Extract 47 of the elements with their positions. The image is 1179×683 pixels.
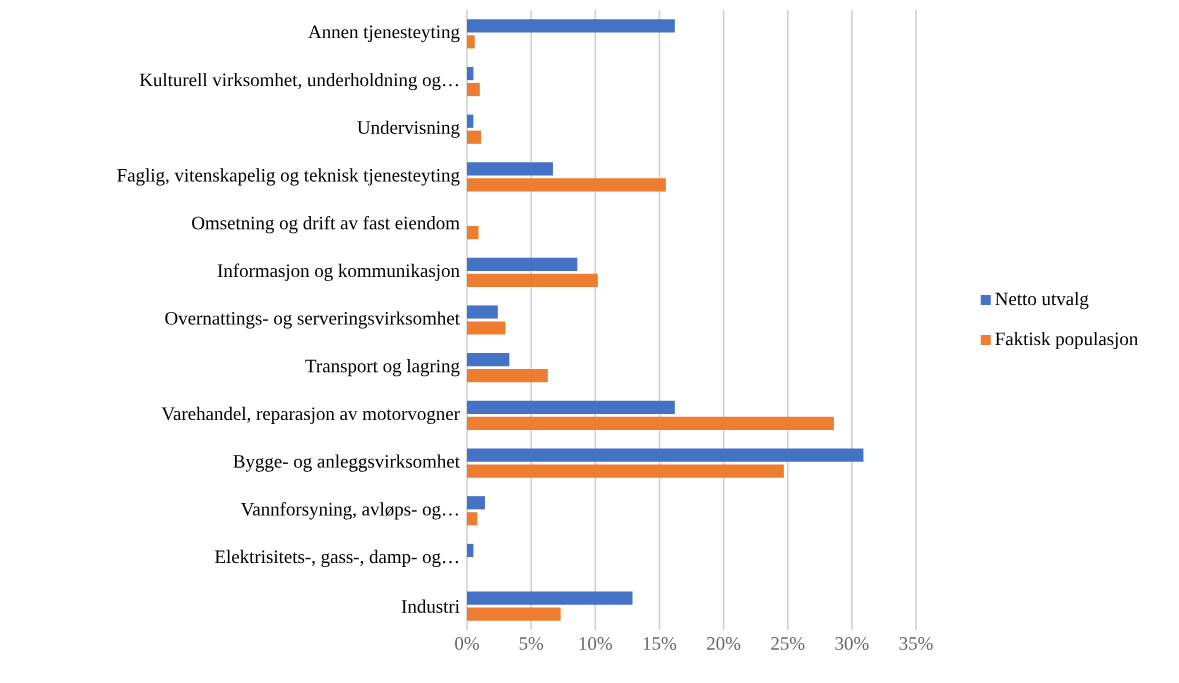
bar [467,35,475,49]
bar [467,400,675,414]
bar [467,162,553,176]
x-tick-label: 25% [771,637,805,650]
bar [467,273,598,287]
bar [467,607,561,621]
bar [467,178,666,192]
bar [467,591,633,605]
x-tick-label: 30% [835,637,869,650]
bar [467,114,474,128]
y-tick-label: Transport og lagring [305,359,460,377]
y-tick-label: Vannforsyning, avløps- og… [240,502,458,520]
bar [467,496,485,510]
legend-label: Netto utvalg [995,291,1089,310]
bar [467,321,506,335]
x-tick-label: 35% [899,637,933,650]
bar [467,369,548,383]
y-tick-label: Bygge- og anleggsvirksomhet [233,454,460,472]
bar [467,512,478,526]
bar [467,82,480,97]
bar [467,416,834,430]
x-tick-label: 20% [707,637,741,650]
y-tick-label: Omsetning og drift av fast eiendom [192,215,460,234]
y-tick-label: Kulturell virksomhet, underholdning og… [139,72,458,91]
y-tick-label: Varehandel, reparasjon av motorvogner [161,406,460,425]
y-tick-label: Annen tjenesteyting [308,25,460,43]
bar [467,257,578,271]
bar [467,226,479,240]
legend-label: Faktisk populasjon [995,331,1138,350]
y-tick-label: Elektrisitets-, gass-, damp- og… [214,549,458,568]
y-tick-label: Informasjon og kommunikasjon [217,263,460,282]
bar [467,130,482,144]
y-tick-label: Undervisning [357,120,460,138]
bar [467,305,498,319]
y-tick-label: Overnattings- og serveringsvirksomhet [165,311,460,329]
bar [467,543,474,558]
x-tick-label: 0% [455,637,479,650]
y-tick-label: Faglig, vitenskapelig og teknisk tjenesteyting [117,168,460,186]
bar [467,19,675,33]
bar [467,448,864,462]
x-tick-label: 5% [519,637,544,650]
bar [467,66,474,81]
bar [467,464,784,478]
x-tick-label: 15% [643,637,677,650]
bar [467,353,510,367]
y-tick-label: Industri [401,599,460,613]
x-tick-label: 10% [579,637,612,650]
